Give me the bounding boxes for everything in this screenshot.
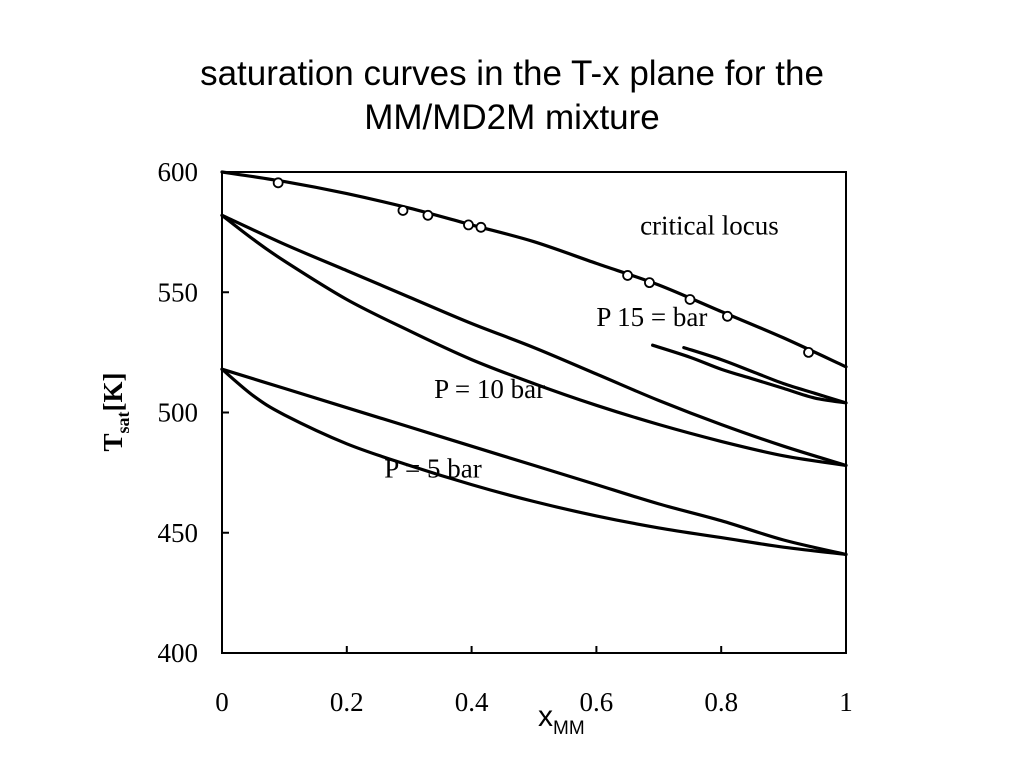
- curve-annotation: P = 5 bar: [384, 453, 481, 483]
- x-axis-label-main: x: [538, 700, 553, 733]
- y-axis-label-sub: sat: [113, 411, 133, 433]
- series-curve-4: [220, 367, 848, 556]
- data-point: [684, 294, 696, 305]
- y-axis-label-main: T: [98, 433, 128, 451]
- curve-annotation: P 15 = bar: [596, 302, 707, 332]
- x-tick-label: 1: [839, 687, 853, 717]
- x-tick-label: 0.4: [455, 687, 489, 717]
- slide-title: saturation curves in the T-x plane for t…: [0, 52, 1024, 130]
- data-point: [397, 205, 409, 216]
- x-tick-label: 0.8: [704, 687, 738, 717]
- curve-annotation: P = 10 bar: [434, 374, 545, 404]
- y-tick-label: 400: [158, 638, 199, 668]
- data-point: [475, 221, 487, 233]
- series-curve-5: [220, 367, 848, 556]
- x-axis-label-sub: MM: [553, 718, 585, 739]
- series-curve-6: [651, 343, 848, 405]
- plot-frame: [221, 171, 847, 654]
- data-point: [463, 219, 474, 231]
- data-point: [803, 346, 814, 358]
- y-tick-label: 550: [158, 277, 199, 307]
- slide-title-line-1: saturation curves in the T-x plane for t…: [200, 54, 824, 93]
- x-tick-label: 0.6: [580, 687, 614, 717]
- x-tick-label: 0.2: [330, 687, 364, 717]
- series-curve-7: [682, 346, 848, 405]
- y-axis-label-unit: [K]: [98, 373, 128, 412]
- data-point: [644, 277, 655, 289]
- y-tick-label: 500: [158, 398, 199, 428]
- series-curve-2: [220, 213, 848, 467]
- slide-title-line-2: MM/MD2M mixture: [364, 98, 660, 130]
- data-point: [722, 310, 733, 322]
- data-point: [622, 270, 633, 281]
- y-axis-label: Tsat[K]: [98, 373, 133, 452]
- curve-annotation: critical locus: [640, 211, 779, 241]
- data-point: [272, 177, 284, 189]
- data-point: [422, 209, 434, 221]
- x-tick-label: 0: [215, 687, 229, 717]
- x-axis-label: xMM: [538, 700, 585, 739]
- y-tick-label: 450: [158, 518, 199, 548]
- series-curve-3: [220, 213, 848, 467]
- y-tick-label: 600: [158, 157, 199, 187]
- series-curve-1: [220, 170, 848, 369]
